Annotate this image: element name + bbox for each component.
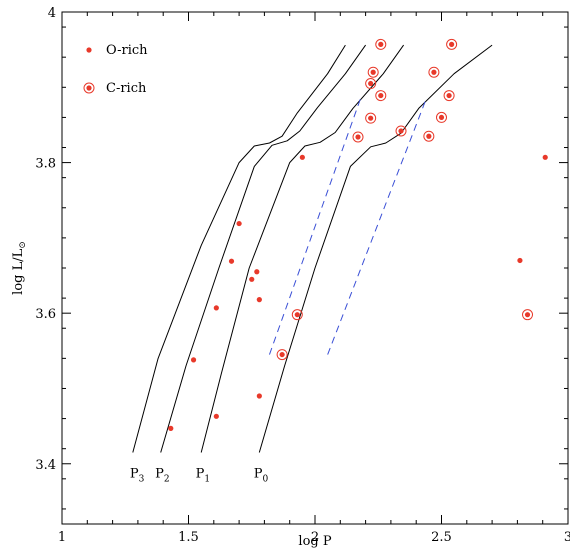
c-rich-point xyxy=(398,128,404,134)
o-rich-point xyxy=(254,269,260,275)
x-axis-label: log P xyxy=(298,534,331,549)
o-rich-point xyxy=(256,393,262,399)
c-rich-point xyxy=(355,134,361,140)
c-rich-point xyxy=(294,312,300,318)
instability-strip-lines xyxy=(268,98,427,355)
y-tick-label: 3.8 xyxy=(35,157,56,172)
c-rich-point xyxy=(378,92,384,99)
curve-label-sub: 3 xyxy=(139,474,145,484)
c-rich-point-ring xyxy=(443,90,455,102)
o-rich-point xyxy=(190,357,197,363)
y-tick-label: 3.4 xyxy=(35,458,56,473)
curve-labels: P3 P2 P1 P0 xyxy=(130,466,269,484)
c-rich-point-ring xyxy=(365,78,377,90)
c-rich-point-ring xyxy=(291,309,303,321)
c-rich-point-ring xyxy=(276,349,288,361)
axis-ticks xyxy=(61,11,569,524)
o-rich-point xyxy=(517,257,523,264)
x-tick-labels: 1 1.5 2 2.5 3 xyxy=(58,530,570,545)
mode-curve-p3 xyxy=(132,44,346,453)
c-rich-point-ring xyxy=(375,90,387,102)
curve-label-p0: P0 xyxy=(254,466,269,484)
c-rich-point xyxy=(524,312,531,318)
curve-label-p3: P3 xyxy=(130,466,145,484)
y-axis-label-main: log L/L xyxy=(11,248,26,294)
curve-label-main: P xyxy=(196,466,205,481)
c-rich-point-ring xyxy=(365,112,377,124)
c-rich-point xyxy=(370,69,376,75)
o-rich-point xyxy=(213,413,219,419)
c-rich-point xyxy=(368,115,374,121)
x-tick-label: 2.5 xyxy=(431,530,452,545)
x-tick-label: 3 xyxy=(564,530,570,545)
curve-label-sub: 0 xyxy=(263,474,269,484)
x-tick-label: 1.5 xyxy=(178,530,199,545)
c-rich-point xyxy=(431,69,437,75)
legend-label-c-rich: C-rich xyxy=(106,81,147,96)
o-rich-point xyxy=(249,276,255,282)
curve-label-main: P xyxy=(155,466,164,481)
o-rich-point xyxy=(168,425,174,431)
data-points xyxy=(168,38,548,431)
legend: O-rich C-rich xyxy=(83,43,148,96)
y-axis-label: log L/L⊙ xyxy=(11,241,28,295)
o-rich-point xyxy=(228,258,235,264)
legend-label-o-rich: O-rich xyxy=(106,43,148,58)
o-rich-point xyxy=(236,220,242,227)
c-rich-point-ring xyxy=(395,125,407,137)
y-axis-label-sub: ⊙ xyxy=(18,241,28,249)
c-rich-point-ring xyxy=(367,66,379,78)
curve-label-p2: P2 xyxy=(155,466,169,484)
pulsation-mode-curves xyxy=(132,44,493,453)
x-tick-label: 2 xyxy=(311,530,319,545)
c-rich-point-ring xyxy=(446,38,458,50)
y-tick-label: 4 xyxy=(48,6,56,21)
legend-marker-o-rich xyxy=(86,47,92,53)
o-rich-point xyxy=(542,154,548,160)
o-rich-point xyxy=(299,154,305,160)
legend-marker-c-rich-ring xyxy=(83,82,95,94)
curve-label-sub: 2 xyxy=(164,474,170,484)
c-rich-point xyxy=(378,41,384,47)
mode-curve-p2 xyxy=(160,44,367,453)
c-rich-point xyxy=(426,133,432,139)
c-rich-point-ring xyxy=(436,111,447,123)
o-rich-point xyxy=(213,305,219,311)
mode-curve-p1 xyxy=(200,44,405,453)
curve-label-p1: P1 xyxy=(196,466,210,484)
c-rich-point xyxy=(438,114,445,121)
c-rich-point-ring xyxy=(352,131,364,143)
y-tick-label: 3.6 xyxy=(35,307,56,322)
c-rich-point-ring xyxy=(428,66,440,78)
c-rich-point-ring xyxy=(522,309,534,321)
y-tick-labels: 3.4 3.6 3.8 4 xyxy=(35,6,56,473)
curve-label-main: P xyxy=(254,466,263,481)
c-rich-point xyxy=(279,351,285,358)
mode-curve-p0 xyxy=(258,44,493,453)
o-rich-point xyxy=(256,297,262,303)
x-tick-label: 1 xyxy=(58,530,66,545)
legend-marker-c-rich-dot xyxy=(86,85,92,91)
c-rich-point xyxy=(446,92,452,99)
curve-label-sub: 1 xyxy=(204,474,210,484)
c-rich-point-ring xyxy=(423,130,435,142)
c-rich-point xyxy=(449,41,455,47)
c-rich-point-ring xyxy=(375,38,387,50)
c-rich-point xyxy=(368,80,374,87)
dashed-boundary-line xyxy=(268,98,362,355)
dashed-boundary-line xyxy=(327,98,427,355)
curve-label-main: P xyxy=(130,466,139,481)
